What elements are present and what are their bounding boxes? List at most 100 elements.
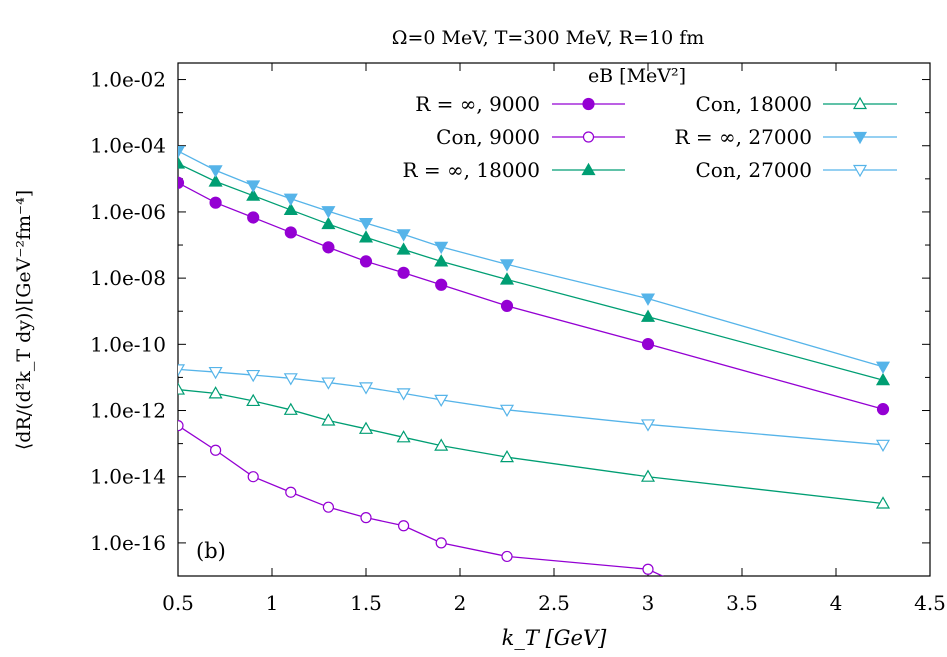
data-point: [178, 156, 186, 169]
data-point: [396, 430, 411, 443]
data-point: [640, 419, 656, 432]
x-tick-label: 2: [454, 591, 467, 615]
data-point: [178, 364, 186, 377]
y-tick-label: 1.0e-06: [90, 200, 166, 224]
legend-label: Con, 18000: [695, 92, 812, 116]
data-point: [283, 193, 298, 206]
y-axis-label: ⟨dR/(d²k_T dy)⟩[GeV⁻²fm⁻⁴]: [13, 190, 35, 450]
data-point: [358, 217, 374, 231]
legend-marker: [852, 131, 868, 145]
data-point: [208, 174, 223, 187]
data-point: [208, 366, 223, 380]
legend-label: R = ∞, 27000: [674, 125, 812, 149]
data-point: [640, 293, 656, 306]
y-tick-label: 1.0e-04: [90, 134, 166, 158]
panel-label: (b): [196, 539, 226, 563]
data-point: [208, 165, 223, 178]
data-point: [435, 278, 448, 291]
series-3: [178, 382, 891, 509]
data-point: [284, 226, 297, 239]
data-point: [434, 254, 449, 267]
data-point: [178, 145, 186, 159]
series-0: [178, 176, 890, 416]
data-point: [501, 550, 513, 563]
legend-item: R = ∞, 9000: [415, 92, 625, 116]
legend-marker: [852, 96, 868, 110]
data-point: [434, 394, 449, 408]
legend-item: Con, 18000: [695, 92, 897, 116]
data-point: [499, 259, 515, 272]
data-point: [396, 242, 411, 255]
y-axis: 1.0e-02 1.0e-04 1.0e-06 1.0e-08 1.0e-10 1.0e-…: [90, 68, 930, 577]
data-point: [396, 388, 411, 401]
data-point: [178, 382, 186, 395]
data-point: [642, 563, 654, 575]
data-point: [360, 512, 372, 524]
y-tick-label: 1.0e-02: [90, 68, 166, 92]
data-point: [359, 255, 373, 268]
data-point: [246, 393, 261, 407]
data-point: [435, 537, 447, 549]
data-point: [283, 373, 298, 386]
legend-item: Con, 9000: [436, 125, 625, 149]
x-tick-label: 3.5: [726, 591, 758, 615]
data-point: [210, 444, 222, 456]
legend-item: R = ∞, 27000: [674, 125, 897, 149]
y-tick-label: 1.0e-16: [90, 531, 166, 555]
legend-label: R = ∞, 18000: [402, 158, 540, 182]
x-tick-label: 0.5: [162, 591, 194, 615]
legend-item: Con, 27000: [695, 158, 897, 182]
series-1: [178, 420, 664, 576]
data-point: [358, 230, 374, 243]
y-tick-label: 1.0e-12: [90, 399, 166, 423]
data-point: [398, 520, 410, 532]
series-line: [178, 182, 884, 410]
data-point: [500, 299, 514, 312]
x-axis: 0.5 1 1.5 2 2.5 3 3.5 4 4.5: [162, 63, 946, 615]
data-point: [246, 369, 261, 383]
legend-label: Con, 27000: [695, 158, 812, 182]
data-point: [875, 361, 891, 374]
plot-frame: [177, 62, 931, 577]
data-point: [208, 386, 223, 399]
data-point: [322, 241, 335, 254]
legend-marker: [582, 131, 595, 143]
data-point: [396, 229, 411, 242]
legend-marker: [582, 97, 595, 111]
data-point: [875, 372, 891, 386]
data-point: [641, 337, 655, 351]
x-tick-label: 3: [642, 591, 655, 615]
x-tick-label: 1: [266, 591, 279, 615]
y-tick-label: 1.0e-14: [90, 465, 166, 489]
data-point: [285, 486, 297, 498]
legend-marker: [852, 164, 868, 178]
data-point: [434, 438, 449, 451]
x-tick-label: 4: [830, 591, 843, 615]
data-point: [283, 202, 298, 216]
data-point: [247, 211, 260, 224]
data-point: [875, 496, 891, 509]
chart-title: Ω=0 MeV, T=300 MeV, R=10 fm: [392, 27, 705, 49]
legend: eB [MeV²] R = ∞, 9000 Con, 9000 R = ∞, 180…: [402, 65, 897, 182]
data-point: [322, 501, 334, 513]
data-point: [321, 206, 336, 219]
x-tick-label: 1.5: [350, 591, 382, 615]
data-point: [358, 421, 374, 434]
data-point: [358, 382, 374, 395]
series-line: [178, 368, 884, 446]
data-point: [209, 196, 222, 209]
data-point: [876, 403, 890, 416]
series-4: [178, 145, 891, 374]
data-point: [499, 404, 515, 418]
data-point: [321, 216, 336, 230]
data-point: [321, 377, 336, 390]
data-point: [434, 241, 449, 255]
data-point: [640, 469, 656, 482]
series-line: [178, 388, 884, 505]
data-point: [246, 188, 261, 201]
data-point: [283, 402, 298, 415]
x-tick-label: 2.5: [538, 591, 570, 615]
data-point: [640, 309, 656, 322]
data-point: [178, 420, 184, 432]
